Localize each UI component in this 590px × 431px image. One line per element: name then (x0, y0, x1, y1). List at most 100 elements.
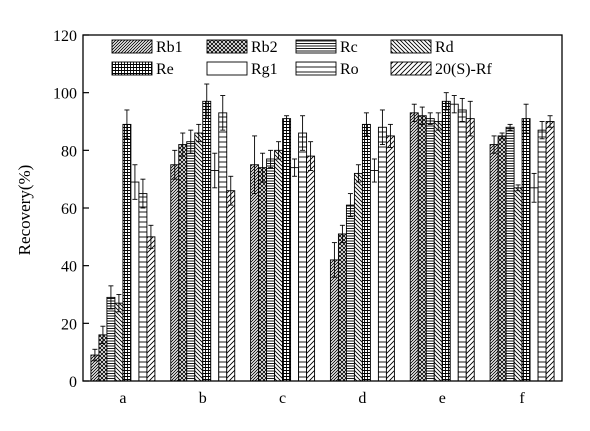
error-bar-f-1 (499, 132, 505, 140)
bar-e-4 (441, 100, 451, 382)
bar-b-0 (170, 164, 180, 382)
error-bar-f-6 (539, 121, 545, 140)
bar-c-1 (258, 167, 268, 382)
legend-label: Rc (340, 39, 358, 56)
bar-c-5 (290, 167, 300, 382)
error-bar-d-7 (387, 123, 393, 148)
legend-label: Re (156, 61, 174, 78)
bar-b-1 (178, 144, 188, 382)
error-bar-a-3 (116, 294, 122, 313)
error-bar-d-1 (339, 224, 345, 244)
error-bar-f-0 (491, 135, 497, 154)
bar-a-2 (106, 296, 116, 382)
error-bar-f-2 (507, 123, 513, 131)
bar-e-1 (417, 115, 427, 382)
error-bar-e-5 (451, 95, 457, 114)
legend-swatch (111, 39, 153, 54)
legend-swatch (295, 39, 337, 54)
legend-label: Ro (340, 61, 359, 78)
bar-e-5 (449, 103, 459, 382)
bar-d-1 (337, 233, 347, 382)
y-axis-label: Recovery(%) (15, 165, 34, 256)
bar-f-6 (537, 129, 547, 382)
bar-b-7 (226, 190, 236, 382)
bar-f-0 (489, 144, 499, 382)
error-bar-a-4 (124, 109, 130, 140)
error-bar-c-2 (268, 149, 274, 169)
legend-label: Rb1 (156, 39, 183, 56)
bar-f-1 (497, 135, 507, 382)
bar-d-6 (377, 126, 387, 382)
error-bar-c-6 (300, 115, 306, 151)
bar-a-3 (114, 302, 124, 382)
legend-item-1: Rb2 (206, 39, 278, 56)
bar-d-2 (345, 204, 355, 382)
error-bar-a-0 (92, 348, 98, 362)
bars (90, 100, 555, 382)
error-bar-e-6 (459, 97, 465, 122)
error-bar-a-2 (108, 285, 114, 310)
error-bar-b-3 (196, 123, 202, 143)
bar-b-3 (194, 132, 204, 382)
error-bar-c-4 (284, 115, 290, 122)
legend-label: 20(S)-Rf (435, 61, 493, 78)
x-tick-label: c (279, 390, 286, 407)
bar-f-5 (529, 187, 539, 382)
bar-e-6 (457, 109, 467, 382)
error-bar-a-5 (132, 164, 138, 200)
x-ticks: a b c d e f (119, 376, 525, 407)
bar-e-7 (465, 118, 475, 382)
y-tick-label: 60 (61, 201, 77, 218)
error-bar-d-3 (355, 164, 361, 183)
error-bar-c-5 (292, 158, 298, 177)
legend-label: Rg1 (251, 61, 278, 78)
bar-d-7 (385, 135, 395, 382)
bar-c-6 (298, 132, 308, 382)
bar-a-4 (122, 123, 132, 382)
y-tick-label: 100 (53, 86, 77, 103)
bar-f-7 (545, 121, 555, 382)
x-tick-label: d (358, 390, 366, 407)
error-bar-e-7 (467, 100, 473, 137)
legend-swatch (111, 61, 153, 76)
bar-d-4 (361, 123, 371, 382)
bar-f-2 (505, 126, 515, 382)
error-bar-b-7 (228, 175, 234, 206)
error-bar-b-4 (204, 83, 210, 120)
error-bar-b-2 (188, 129, 194, 154)
error-bar-b-1 (180, 132, 186, 157)
legend: Rb1 Rb2 Rc Rd Re Rg1 Ro 20(S)-Rf (111, 39, 493, 78)
error-bar-f-4 (523, 103, 529, 134)
bar-b-5 (210, 170, 220, 382)
bar-f-4 (521, 118, 531, 382)
y-axis-title: Recovery(%) (15, 165, 34, 256)
bar-d-3 (353, 172, 363, 382)
x-tick-label: a (119, 390, 126, 407)
error-bar-a-6 (140, 178, 146, 209)
bar-c-0 (250, 164, 260, 382)
error-bar-e-2 (427, 112, 433, 125)
bar-f-3 (513, 187, 523, 382)
error-bar-b-5 (212, 152, 218, 189)
bar-a-5 (130, 181, 140, 382)
error-bar-a-1 (100, 325, 106, 344)
bar-e-3 (433, 121, 443, 382)
bar-c-3 (274, 149, 284, 382)
legend-item-3: Rd (390, 39, 454, 56)
legend-item-6: Ro (295, 61, 359, 78)
error-bar-e-1 (419, 106, 425, 125)
error-bar-d-5 (371, 158, 377, 183)
x-tick-label: f (519, 390, 525, 407)
y-tick-label: 120 (53, 28, 77, 45)
bar-c-4 (282, 118, 292, 382)
error-bar-b-0 (172, 149, 178, 180)
error-bar-f-3 (515, 184, 521, 192)
legend-item-7: 20(S)-Rf (390, 61, 493, 78)
bar-e-0 (409, 112, 419, 382)
legend-swatch (390, 61, 432, 76)
error-bar-e-0 (411, 103, 417, 122)
error-bar-c-3 (276, 141, 282, 160)
error-bars (92, 83, 553, 362)
bar-b-4 (202, 100, 212, 382)
y-tick-label: 0 (69, 374, 77, 391)
